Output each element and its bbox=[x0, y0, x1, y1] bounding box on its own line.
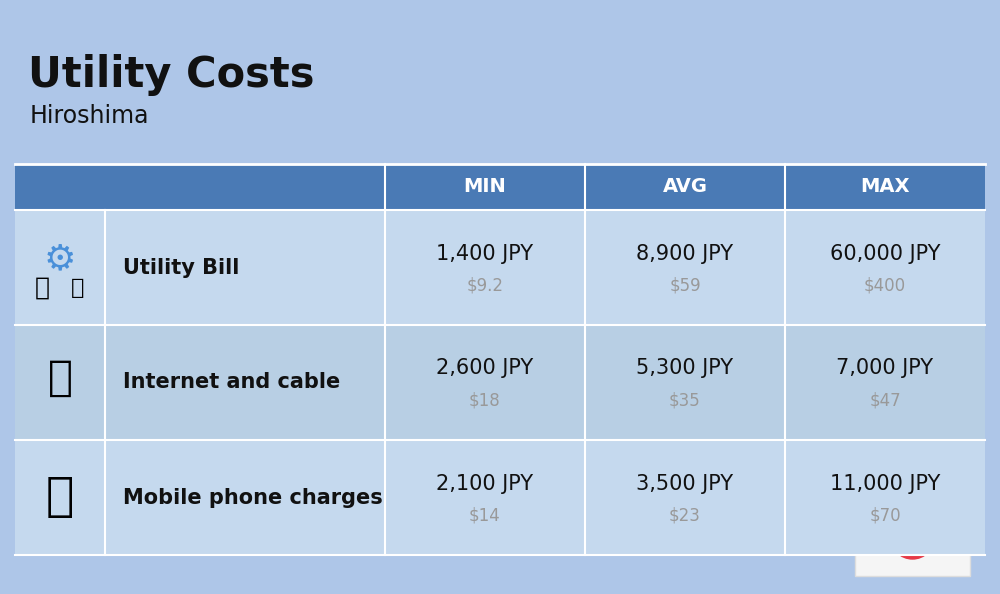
Text: $400: $400 bbox=[864, 276, 906, 295]
Text: 🚰: 🚰 bbox=[71, 277, 85, 298]
Text: 🔌: 🔌 bbox=[34, 276, 50, 299]
Text: $35: $35 bbox=[669, 391, 701, 409]
Text: Utility Bill: Utility Bill bbox=[123, 258, 239, 277]
Text: 5,300 JPY: 5,300 JPY bbox=[636, 359, 734, 378]
Text: Internet and cable: Internet and cable bbox=[123, 372, 340, 393]
Text: $23: $23 bbox=[669, 507, 701, 525]
Text: 11,000 JPY: 11,000 JPY bbox=[830, 473, 940, 494]
Text: 📡: 📡 bbox=[48, 356, 72, 399]
Text: Utility Costs: Utility Costs bbox=[28, 54, 314, 96]
FancyBboxPatch shape bbox=[15, 440, 985, 555]
FancyBboxPatch shape bbox=[15, 164, 985, 210]
Text: $59: $59 bbox=[669, 276, 701, 295]
Text: $18: $18 bbox=[469, 391, 501, 409]
Circle shape bbox=[891, 515, 934, 559]
Text: $70: $70 bbox=[869, 507, 901, 525]
Text: $14: $14 bbox=[469, 507, 501, 525]
FancyBboxPatch shape bbox=[15, 210, 985, 325]
Text: 1,400 JPY: 1,400 JPY bbox=[436, 244, 534, 264]
Text: 8,900 JPY: 8,900 JPY bbox=[636, 244, 734, 264]
Text: Hiroshima: Hiroshima bbox=[30, 104, 150, 128]
Text: Mobile phone charges: Mobile phone charges bbox=[123, 488, 383, 507]
Text: MAX: MAX bbox=[860, 178, 910, 197]
Text: 2,100 JPY: 2,100 JPY bbox=[436, 473, 534, 494]
Text: 3,500 JPY: 3,500 JPY bbox=[636, 473, 734, 494]
Text: $47: $47 bbox=[869, 391, 901, 409]
Text: 60,000 JPY: 60,000 JPY bbox=[830, 244, 940, 264]
Text: 7,000 JPY: 7,000 JPY bbox=[836, 359, 934, 378]
Text: AVG: AVG bbox=[662, 178, 708, 197]
Text: ⚙: ⚙ bbox=[44, 242, 76, 276]
Text: $9.2: $9.2 bbox=[466, 276, 504, 295]
FancyBboxPatch shape bbox=[15, 325, 985, 440]
Text: 📱: 📱 bbox=[46, 475, 74, 520]
Text: MIN: MIN bbox=[464, 178, 506, 197]
Text: 2,600 JPY: 2,600 JPY bbox=[436, 359, 534, 378]
FancyBboxPatch shape bbox=[855, 498, 970, 576]
